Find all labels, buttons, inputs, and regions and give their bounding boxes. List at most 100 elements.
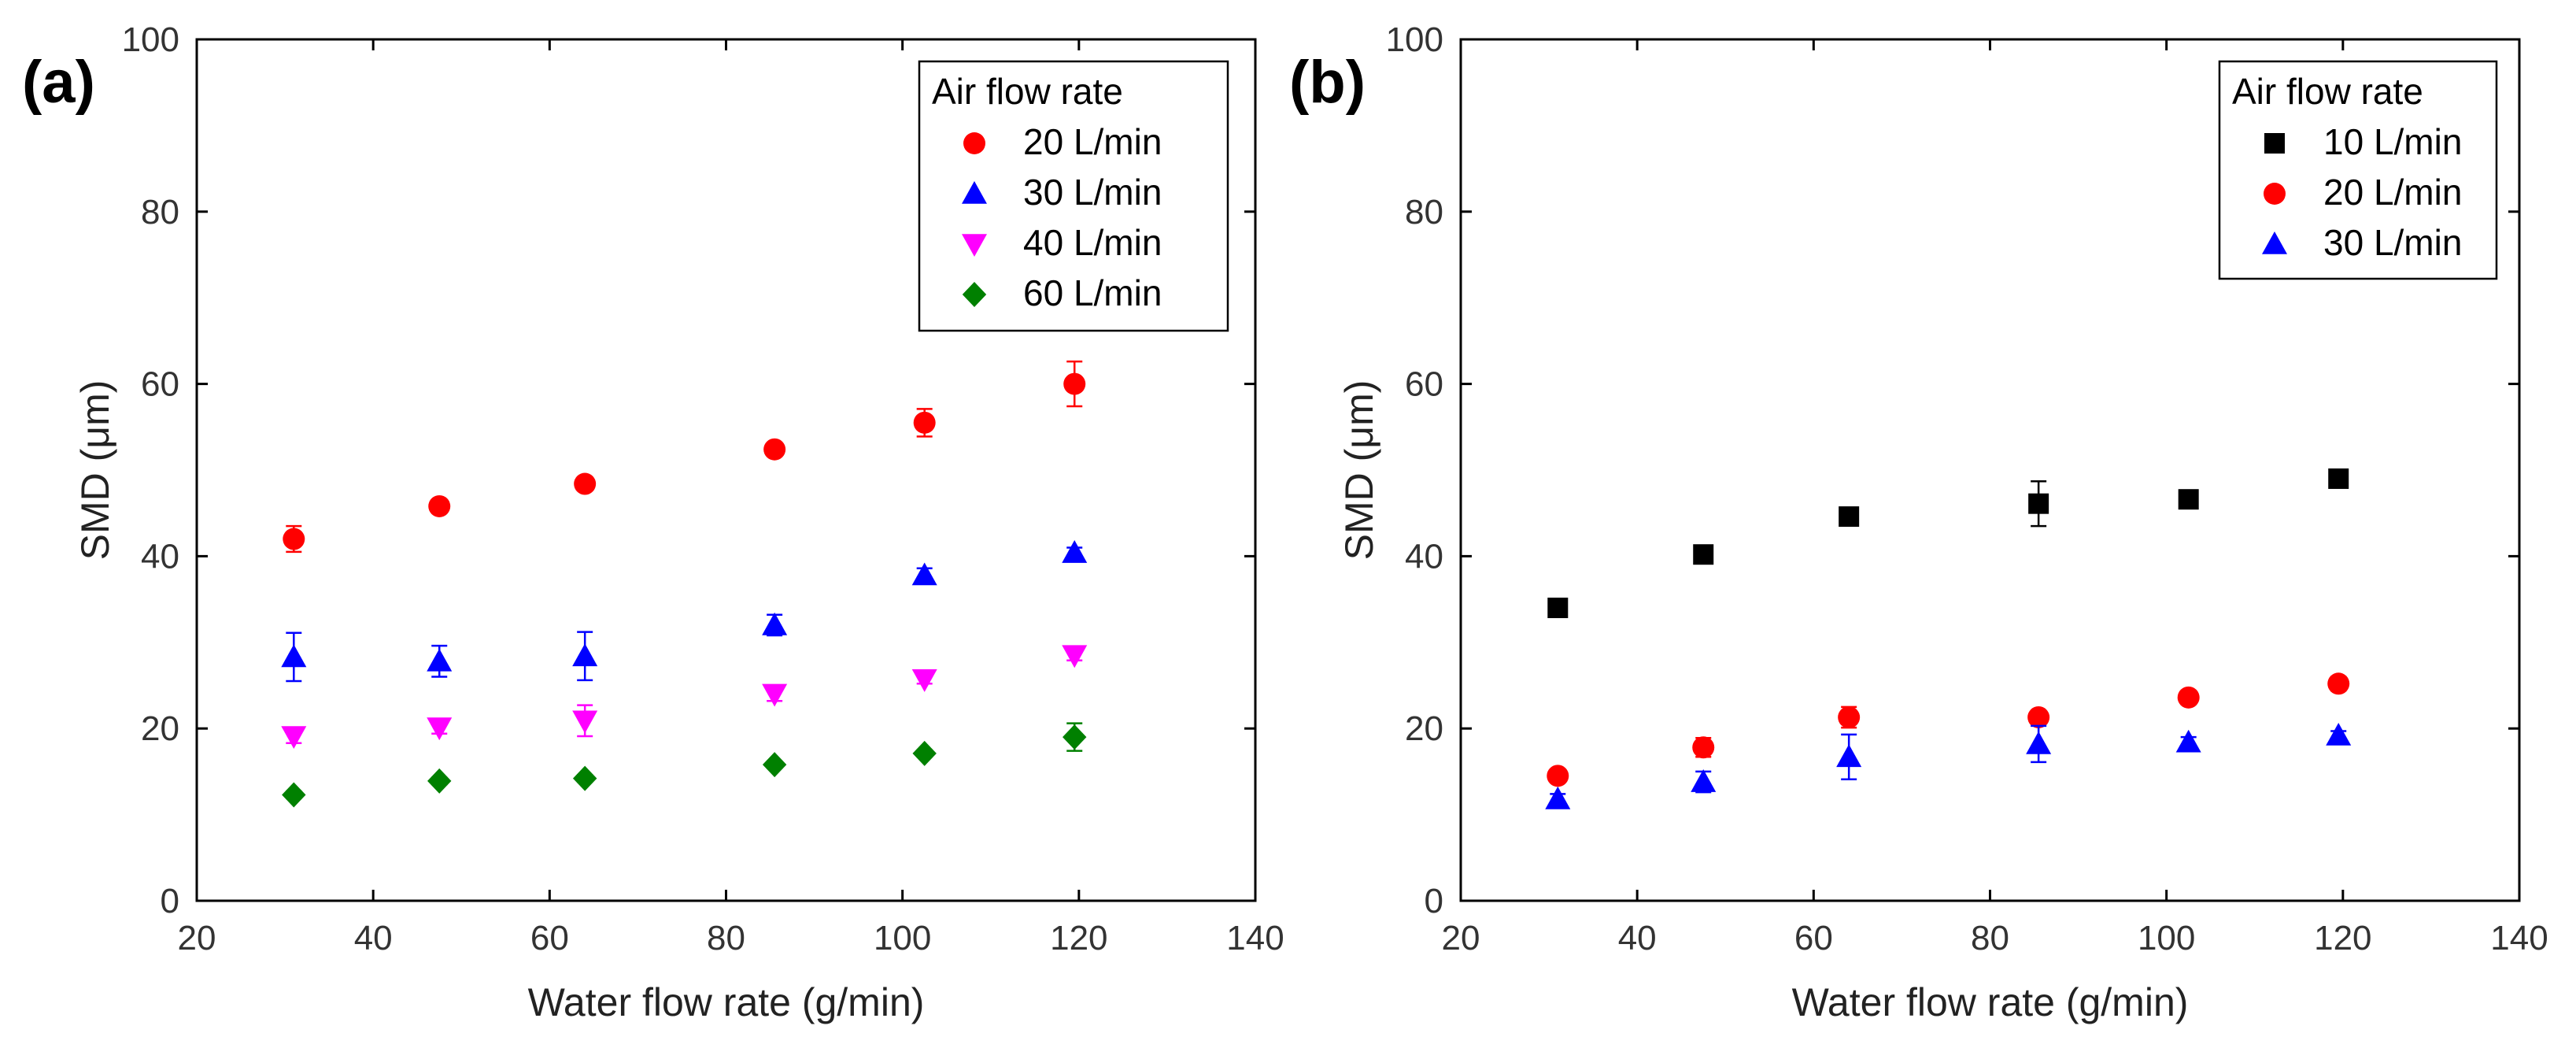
data-point	[281, 644, 307, 668]
y-tick-label: 80	[1405, 193, 1443, 231]
legend-title: Air flow rate	[2232, 71, 2423, 112]
y-tick-label: 0	[161, 882, 179, 920]
data-point	[911, 669, 937, 692]
legend-marker	[2264, 133, 2285, 154]
panel-label: (b)	[1289, 49, 1366, 116]
data-point	[2028, 493, 2049, 514]
data-point	[427, 717, 453, 741]
x-tick-label: 60	[530, 919, 569, 957]
data-point	[572, 643, 598, 667]
data-point	[428, 494, 451, 517]
data-point	[2026, 731, 2052, 754]
data-point	[912, 740, 937, 766]
y-tick-label: 100	[1386, 20, 1443, 59]
y-tick-label: 40	[1405, 537, 1443, 576]
series-40-l-min	[281, 645, 1088, 750]
x-tick-label: 20	[1442, 919, 1480, 957]
x-tick-label: 100	[874, 919, 931, 957]
data-point	[282, 782, 306, 808]
x-tick-label: 80	[707, 919, 745, 957]
x-tick-label: 140	[2490, 919, 2548, 957]
data-point	[1062, 645, 1088, 668]
data-point	[1839, 506, 1860, 528]
series-20-l-min	[283, 360, 1086, 554]
y-tick-label: 0	[1425, 882, 1443, 920]
data-point	[1693, 544, 1714, 565]
legend-entry-label: 20 L/min	[1023, 121, 1162, 162]
data-point	[572, 765, 597, 791]
x-tick-label: 100	[2138, 919, 2195, 957]
data-point	[762, 612, 788, 635]
series-30-l-min	[281, 540, 1088, 683]
x-axis-title: Water flow rate (g/min)	[528, 980, 925, 1024]
data-point	[2326, 722, 2352, 746]
x-tick-label: 80	[1971, 919, 2009, 957]
x-tick-label: 60	[1794, 919, 1833, 957]
data-point	[1547, 765, 1569, 787]
data-point	[572, 710, 598, 734]
data-point	[283, 528, 305, 550]
legend-marker	[962, 282, 987, 307]
data-point	[1547, 598, 1569, 619]
legend-entry-label: 40 L/min	[1023, 222, 1162, 263]
data-point	[2328, 468, 2349, 489]
data-point	[1692, 736, 1715, 759]
data-point	[2175, 729, 2201, 753]
data-point	[762, 683, 788, 707]
data-point	[1838, 705, 1861, 728]
data-point	[1062, 540, 1088, 563]
legend: Air flow rate 20 L/min 30 L/min 40 L/min 60 …	[918, 60, 1229, 332]
data-point	[2178, 489, 2199, 510]
legend-title: Air flow rate	[932, 71, 1123, 112]
data-point	[1063, 724, 1087, 750]
legend-entry-label: 10 L/min	[2323, 121, 2462, 162]
data-point	[1063, 372, 1086, 395]
x-tick-label: 40	[1618, 919, 1657, 957]
data-point	[2327, 672, 2350, 695]
y-tick-label: 20	[141, 709, 179, 748]
data-point	[911, 562, 937, 586]
y-tick-label: 80	[141, 193, 179, 231]
data-point	[574, 472, 597, 495]
y-axis-title: SMD (μm)	[1337, 380, 1381, 561]
legend-entry-label: 30 L/min	[1023, 172, 1162, 213]
data-point	[1545, 786, 1571, 809]
x-tick-label: 40	[354, 919, 393, 957]
legend-marker	[963, 132, 985, 154]
y-axis-title: SMD (μm)	[73, 380, 117, 561]
data-point	[281, 726, 307, 750]
y-tick-label: 100	[122, 20, 179, 59]
data-point	[762, 752, 787, 778]
panel-label: (a)	[22, 49, 95, 116]
data-point	[427, 768, 452, 794]
y-tick-label: 20	[1405, 709, 1443, 748]
legend-entry-label: 20 L/min	[2323, 172, 2462, 213]
legend-marker	[2264, 183, 2286, 205]
legend-marker	[962, 234, 987, 257]
legend-marker	[2262, 231, 2287, 254]
x-tick-label: 140	[1226, 919, 1284, 957]
data-point	[2177, 686, 2200, 709]
series-60-l-min	[282, 722, 1087, 808]
x-tick-label: 20	[178, 919, 216, 957]
data-point	[1836, 744, 1862, 768]
x-tick-label: 120	[1050, 919, 1107, 957]
y-tick-label: 60	[1405, 365, 1443, 404]
x-tick-label: 120	[2314, 919, 2371, 957]
legend-box	[2218, 60, 2498, 280]
series-30-l-min	[1545, 722, 2352, 809]
legend-entry-label: 30 L/min	[2323, 222, 2462, 263]
data-point	[2027, 705, 2050, 728]
legend-entry-label: 60 L/min	[1023, 272, 1162, 313]
series-20-l-min	[1547, 672, 2350, 787]
data-point	[913, 411, 936, 434]
y-tick-label: 40	[141, 537, 179, 576]
y-tick-label: 60	[141, 365, 179, 404]
legend: Air flow rate 10 L/min 20 L/min 30 L/min	[2218, 60, 2498, 280]
data-point	[763, 438, 786, 461]
data-point	[427, 648, 453, 672]
x-axis-title: Water flow rate (g/min)	[1792, 980, 2189, 1024]
